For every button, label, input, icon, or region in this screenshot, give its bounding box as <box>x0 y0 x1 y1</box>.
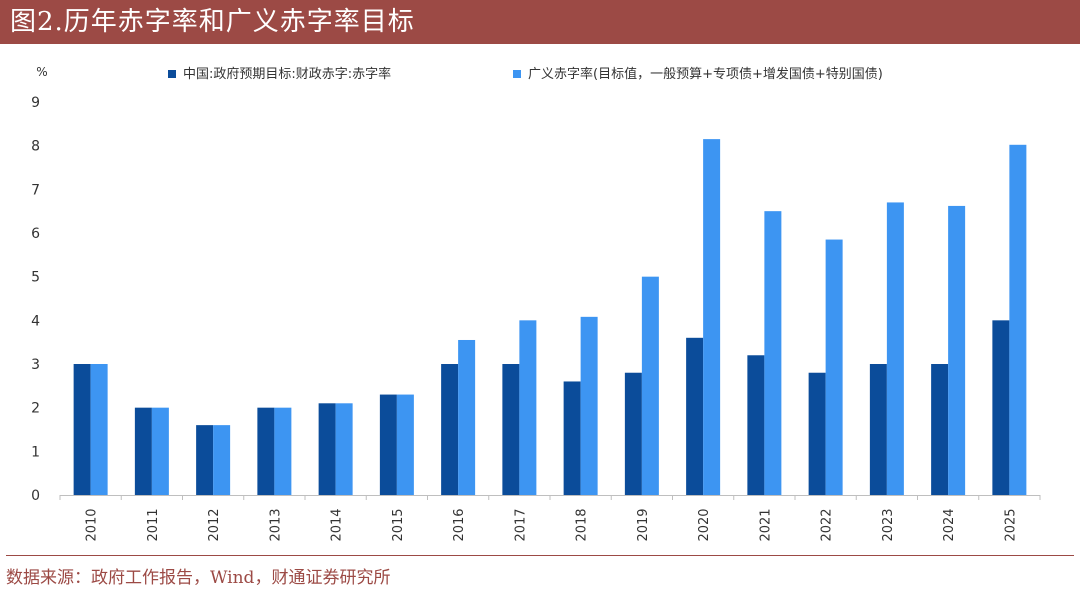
x-tick-label: 2011 <box>146 508 161 541</box>
bar-broad-deficit-ratio <box>458 339 476 495</box>
bar-broad-deficit-ratio <box>519 320 537 495</box>
bar-broad-deficit-ratio <box>151 407 169 495</box>
x-tick-label: 2012 <box>207 508 222 541</box>
y-tick-label: 9 <box>31 95 40 111</box>
bar-broad-deficit-ratio <box>764 211 782 495</box>
chart-area: 中国:政府预期目标:财政赤字:赤字率 广义赤字率(目标值，一般预算+专项债+增发国… <box>0 44 1080 554</box>
bar-deficit-ratio <box>992 320 1010 495</box>
legend-label: 中国:政府预期目标:财政赤字:赤字率 <box>183 66 391 82</box>
x-tick-label: 2010 <box>85 508 100 541</box>
bar-broad-deficit-ratio <box>703 139 721 495</box>
bar-deficit-ratio <box>379 394 397 495</box>
x-tick-label: 2019 <box>636 508 651 541</box>
bar-broad-deficit-ratio <box>213 425 231 495</box>
title-bar: 图2.历年赤字率和广义赤字率目标 <box>0 0 1080 44</box>
chart-title: 图2.历年赤字率和广义赤字率目标 <box>10 7 415 37</box>
x-tick-label: 2022 <box>820 508 835 541</box>
x-tick-label: 2025 <box>1003 508 1018 541</box>
x-tick-label: 2021 <box>758 508 773 541</box>
x-tick-label: 2014 <box>330 508 345 541</box>
x-tick-label: 2024 <box>942 508 957 541</box>
bar-deficit-ratio <box>624 372 642 495</box>
bar-deficit-ratio <box>73 364 91 495</box>
x-tick-label: 2013 <box>268 508 283 541</box>
bar-deficit-ratio <box>257 407 275 495</box>
bar-deficit-ratio <box>196 425 214 495</box>
x-tick-label: 2015 <box>391 508 406 541</box>
footer-divider <box>6 555 1074 556</box>
bar-broad-deficit-ratio <box>886 202 904 495</box>
bar-broad-deficit-ratio <box>580 316 598 495</box>
bar-deficit-ratio <box>808 372 826 495</box>
bar-deficit-ratio <box>931 364 949 495</box>
bar-broad-deficit-ratio <box>825 239 843 495</box>
y-tick-label: 6 <box>31 226 40 242</box>
source-note: 数据来源：政府工作报告，Wind，财通证券研究所 <box>6 568 391 588</box>
x-tick-label: 2018 <box>575 508 590 541</box>
x-tick-label: 2023 <box>881 508 896 541</box>
bar-deficit-ratio <box>686 337 704 495</box>
bar-deficit-ratio <box>563 381 581 495</box>
bar-broad-deficit-ratio <box>274 407 292 495</box>
bar-deficit-ratio <box>502 364 520 495</box>
bar-broad-deficit-ratio <box>641 276 659 495</box>
bars <box>73 139 1027 495</box>
y-tick-label: 2 <box>31 401 40 417</box>
legend-swatch <box>513 70 521 78</box>
y-tick-label: 1 <box>31 444 40 460</box>
legend-swatch <box>168 70 176 78</box>
bar-deficit-ratio <box>134 407 152 495</box>
y-tick-label: 5 <box>31 270 40 286</box>
y-tick-label: 3 <box>31 357 40 373</box>
x-axis: 2010 2011 2012 2013 2014 2015 2016 2017 2018 2019… <box>59 495 1041 542</box>
legend-label: 广义赤字率(目标值，一般预算+专项债+增发国债+特别国债) <box>528 66 883 82</box>
bar-broad-deficit-ratio <box>90 364 108 495</box>
y-axis: % 0 1 2 3 4 5 6 7 8 9 <box>31 65 48 504</box>
bar-deficit-ratio <box>441 364 459 495</box>
y-axis-unit: % <box>36 65 47 79</box>
x-tick-label: 2020 <box>697 508 712 541</box>
y-tick-label: 8 <box>31 139 40 155</box>
bar-deficit-ratio <box>318 403 336 495</box>
y-tick-label: 7 <box>31 182 40 198</box>
y-tick-label: 0 <box>31 488 40 504</box>
x-tick-label: 2017 <box>513 508 528 541</box>
bar-broad-deficit-ratio <box>335 403 353 495</box>
x-tick-label: 2016 <box>452 508 467 541</box>
bar-deficit-ratio <box>869 364 887 495</box>
bar-chart: 中国:政府预期目标:财政赤字:赤字率 广义赤字率(目标值，一般预算+专项债+增发国… <box>31 65 1041 542</box>
bar-deficit-ratio <box>747 355 765 495</box>
bar-broad-deficit-ratio <box>396 394 414 495</box>
bar-broad-deficit-ratio <box>948 205 966 495</box>
legend: 中国:政府预期目标:财政赤字:赤字率 广义赤字率(目标值，一般预算+专项债+增发国… <box>168 66 883 82</box>
y-tick-label: 4 <box>31 313 40 329</box>
bar-broad-deficit-ratio <box>1009 144 1027 495</box>
